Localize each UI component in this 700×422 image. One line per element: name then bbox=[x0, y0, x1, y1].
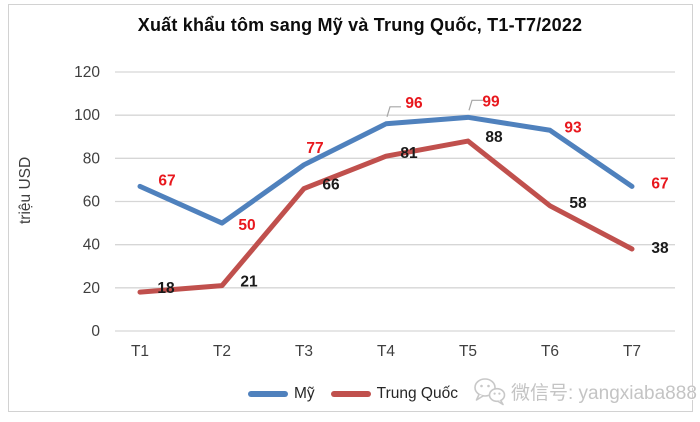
data-label: 88 bbox=[485, 129, 503, 146]
data-label: 50 bbox=[238, 217, 255, 234]
y-tick-label: 100 bbox=[74, 107, 100, 124]
legend-item-my: Mỹ bbox=[248, 385, 315, 403]
x-tick-label: T5 bbox=[459, 343, 477, 360]
series-line-0 bbox=[137, 114, 635, 226]
y-tick-label: 0 bbox=[91, 323, 100, 340]
data-label: 67 bbox=[651, 175, 668, 192]
y-tick-label: 40 bbox=[83, 237, 101, 254]
y-tick-label: 60 bbox=[83, 194, 101, 211]
data-label: 93 bbox=[564, 119, 582, 136]
x-tick-label: T6 bbox=[541, 343, 559, 360]
data-label: 77 bbox=[306, 140, 323, 157]
data-label: 21 bbox=[240, 274, 258, 291]
data-label: 67 bbox=[158, 172, 175, 189]
x-tick-label: T2 bbox=[213, 343, 231, 360]
legend: Mỹ Trung Quốc bbox=[248, 383, 458, 405]
y-tick-label: 120 bbox=[74, 64, 100, 81]
legend-swatch-trung-quoc bbox=[330, 391, 371, 397]
x-tick-label: T1 bbox=[131, 343, 149, 360]
data-label: 96 bbox=[405, 95, 423, 112]
data-label: 38 bbox=[651, 240, 669, 257]
x-tick-label: T7 bbox=[623, 343, 641, 360]
label-leader-line bbox=[468, 99, 483, 111]
label-leader-line bbox=[386, 106, 401, 117]
legend-label-trung-quoc: Trung Quốc bbox=[376, 385, 458, 402]
data-label: 81 bbox=[400, 145, 418, 162]
chart-border bbox=[8, 4, 693, 412]
data-label: 18 bbox=[157, 280, 175, 297]
y-tick-label: 80 bbox=[83, 150, 101, 167]
x-tick-label: T4 bbox=[377, 343, 395, 360]
legend-swatch-my bbox=[248, 391, 288, 397]
legend-item-trung-quoc: Trung Quốc bbox=[330, 385, 458, 403]
data-label: 58 bbox=[569, 195, 587, 212]
chart-title: Xuất khẩu tôm sang Mỹ và Trung Quốc, T1-… bbox=[137, 15, 583, 35]
watermark-text: 微信号: yangxiaba888 bbox=[511, 382, 697, 404]
legend-label-my: Mỹ bbox=[294, 385, 315, 402]
watermark: 微信号: yangxiaba888 bbox=[472, 376, 697, 406]
series-line-1 bbox=[137, 138, 635, 295]
data-label: 99 bbox=[482, 93, 500, 110]
y-tick-label: 20 bbox=[83, 280, 101, 297]
wechat-icon bbox=[474, 378, 506, 406]
x-tick-label: T3 bbox=[295, 343, 313, 360]
data-label: 66 bbox=[322, 177, 340, 194]
